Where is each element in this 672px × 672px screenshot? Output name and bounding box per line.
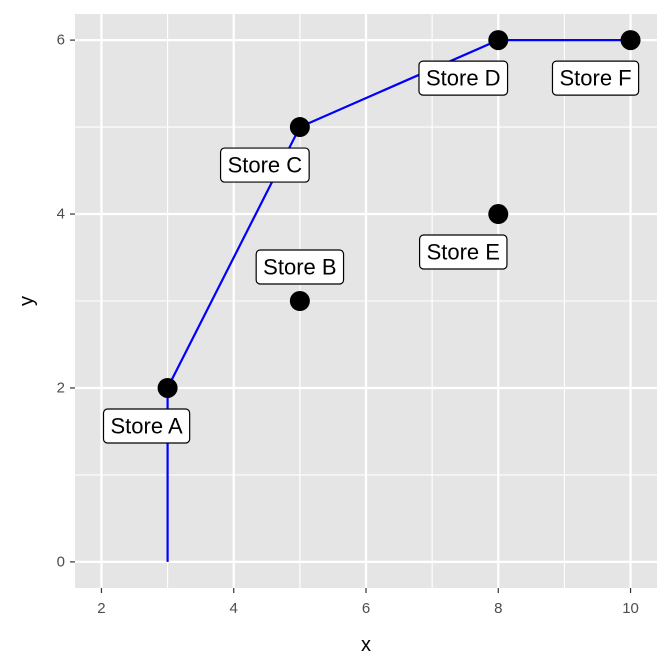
- y-tick-label: 4: [57, 206, 65, 223]
- store-label-box: [551, 60, 640, 96]
- x-tick-label: 2: [97, 600, 105, 617]
- x-tick-label: 6: [362, 600, 370, 617]
- store-label: Store B: [255, 249, 345, 285]
- store-label-box: [255, 249, 345, 285]
- axes-layer: 2 4 6 8 10 0 2 4 6: [57, 32, 639, 617]
- data-point: [289, 117, 310, 138]
- x-tick-label: 8: [494, 600, 502, 617]
- store-label-text: Store D: [426, 66, 501, 91]
- store-label: Store A: [102, 408, 191, 444]
- store-label: Store D: [418, 60, 509, 96]
- store-label-box: [219, 147, 310, 183]
- points-layer: [157, 30, 641, 398]
- data-point: [620, 30, 641, 51]
- major-gridlines: [75, 14, 657, 588]
- store-label: Store F: [551, 60, 640, 96]
- store-label-box: [418, 234, 508, 270]
- y-tick-label: 6: [57, 32, 65, 49]
- data-point: [289, 291, 310, 311]
- x-tick-label: 4: [230, 600, 238, 617]
- store-label-box: [102, 408, 191, 444]
- store-label-text: Store C: [228, 153, 303, 178]
- store-label-text: Store B: [263, 255, 336, 280]
- store-label: Store C: [219, 147, 310, 183]
- store-label: Store E: [418, 234, 508, 270]
- store-labels-layer: Store A Store B Store C Store D Store E Store…: [102, 60, 640, 444]
- y-tick-label: 0: [57, 553, 65, 570]
- store-label-text: Store E: [427, 240, 500, 265]
- data-point: [157, 377, 178, 398]
- store-label-box: [418, 60, 509, 96]
- y-tick-label: 2: [57, 379, 65, 396]
- data-point: [488, 30, 509, 51]
- store-label-text: Store F: [559, 66, 631, 91]
- data-point: [488, 204, 509, 225]
- x-tick-label: 10: [622, 600, 639, 617]
- store-label-text: Store A: [111, 413, 183, 438]
- x-axis-title: x: [361, 634, 371, 656]
- y-axis-title: y: [16, 296, 38, 306]
